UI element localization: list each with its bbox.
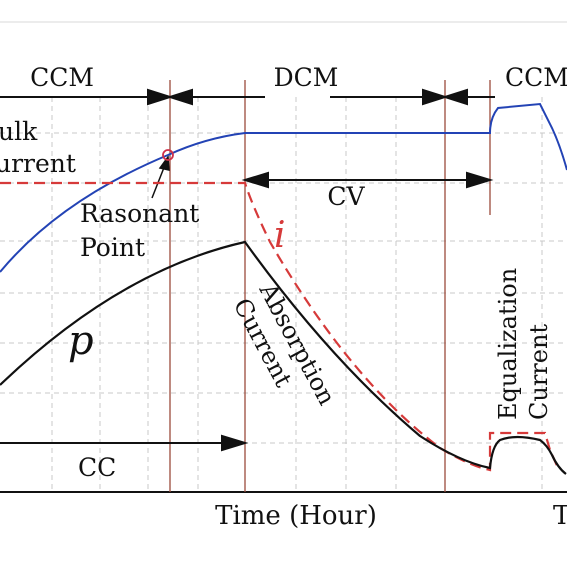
mode-separators bbox=[169, 80, 491, 492]
current-i-label: i bbox=[274, 215, 286, 256]
equalization-current-label-line1: Equalization bbox=[494, 268, 522, 420]
cv-label: CV bbox=[327, 182, 365, 211]
resonant-point-marker bbox=[162, 149, 174, 161]
x-axis-label-right: T bbox=[553, 501, 567, 531]
cc-arrow bbox=[0, 434, 249, 452]
x-axis-label: Time (Hour) bbox=[215, 501, 377, 531]
bulk-current-label-line2: urrent bbox=[0, 149, 76, 178]
mode-label-ccm-left: CCM bbox=[30, 63, 94, 92]
mode-arrows bbox=[0, 88, 495, 106]
bulk-current-label-line1: ulk bbox=[0, 117, 38, 146]
mode-label-dcm: DCM bbox=[274, 63, 339, 92]
power-p-label: p bbox=[68, 318, 94, 364]
resonant-point-label-line2: Point bbox=[80, 233, 145, 262]
equalization-current-label-line2: Current bbox=[525, 324, 553, 420]
bulk-current-curve bbox=[0, 102, 567, 273]
cc-label: CC bbox=[78, 453, 116, 482]
resonant-point-label-line1: Rasonant bbox=[80, 199, 199, 228]
mode-label-ccm-right: CCM bbox=[505, 63, 567, 92]
cv-arrow bbox=[241, 171, 494, 189]
current-i-curve bbox=[0, 181, 560, 472]
power-p-curve bbox=[0, 240, 567, 475]
resonant-pointer bbox=[151, 154, 170, 199]
